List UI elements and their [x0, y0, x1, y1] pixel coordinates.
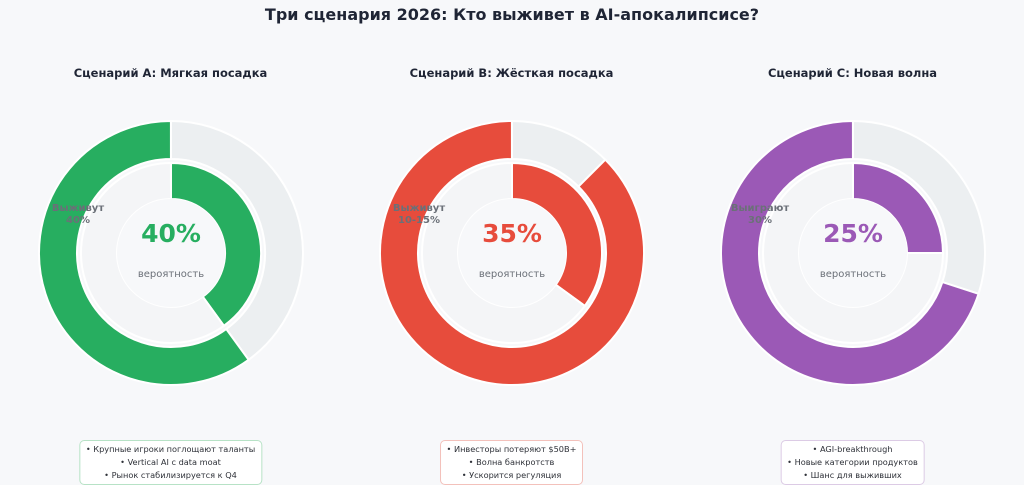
scenario-b-title: Сценарий B: Жёсткая посадка [409, 66, 614, 80]
scenario-a-title: Сценарий A: Мягкая посадка [73, 66, 268, 80]
scenario-a-notes: • Крупные игроки поглощают таланты • Ver… [78, 440, 263, 485]
scenario-b-probability-value: 35% [482, 219, 542, 248]
scenario-a-probability-value: 40% [141, 219, 201, 248]
chart-title: Три сценария 2026: Кто выживет в AI-апок… [264, 5, 760, 24]
scenario-c-probability-label: вероятность [820, 269, 886, 280]
scenario-a-panel: Сценарий A: Мягкая посадка 40% вероятност… [0, 0, 341, 485]
scenario-b-note-3: • Ускорится регуляция [461, 470, 562, 480]
scenario-b-outer-slice-rest [379, 119, 645, 386]
scenario-b-notes: • Инвесторы потеряют $50B+ • Волна банкр… [439, 440, 584, 485]
scenario-a-probability-label: вероятность [138, 269, 204, 280]
scenario-b-center [458, 199, 566, 307]
scenario-c-notes: • AGI-breakthrough • Новые категории про… [780, 440, 925, 485]
scenario-a-note-2: • Vertical AI с data moat [120, 457, 221, 467]
scenario-b-panel: Сценарий B: Жёсткая посадка 35% вероятнос… [341, 0, 682, 485]
scenario-b-survive-value: 10-15% [398, 215, 440, 226]
scenario-c-title: Сценарий C: Новая волна [767, 66, 938, 80]
scenario-b-note-1: • Инвесторы потеряют $50B+ [446, 444, 577, 454]
scenario-a-center [117, 199, 225, 307]
scenario-c-note-1: • AGI-breakthrough [812, 444, 893, 454]
scenario-b-inner-slice-rest [421, 161, 587, 344]
scenario-a-note-3: • Рынок стабилизируется к Q4 [104, 470, 237, 480]
scenario-b-survive-label: Выживут [393, 203, 445, 214]
scenario-a-note-1: • Крупные игроки поглощают таланты [85, 444, 256, 454]
scenario-a-survive-value: 40% [66, 215, 90, 226]
scenario-a-survive-label: Выживут [52, 203, 104, 214]
scenario-a-outer-slice-survive [170, 119, 304, 362]
scenario-c-center [799, 199, 907, 307]
scenario-b-note-2: • Волна банкротств [468, 457, 555, 467]
scenario-c-survive-value: 30% [748, 215, 772, 226]
scenario-c-note-3: • Шанс для выживших [803, 470, 902, 480]
scenario-c-probability-value: 25% [823, 219, 883, 248]
scenario-c-panel: Сценарий C: Новая волна 25% вероятность Вы… [682, 0, 1023, 485]
scenario-a-outer-slice-rest [38, 119, 250, 386]
scenario-c-outer-slice-rest [720, 119, 980, 386]
scenario-c-note-2: • Новые категории продуктов [787, 457, 918, 467]
scenario-b-probability-label: вероятность [479, 269, 545, 280]
scenario-c-survive-label: Выиграют [731, 203, 790, 214]
